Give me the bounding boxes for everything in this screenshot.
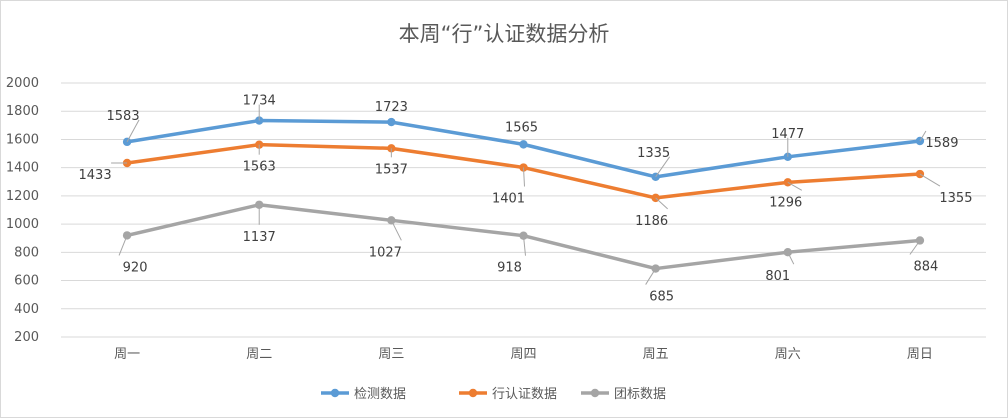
label-leader-line <box>126 119 140 143</box>
data-label: 1565 <box>505 120 538 135</box>
data-label: 1734 <box>243 94 276 109</box>
data-label: 801 <box>765 269 790 284</box>
label-leader-line <box>655 197 668 210</box>
data-point <box>387 117 396 127</box>
y-tick-label: 800 <box>14 245 39 260</box>
legend-label: 检测数据 <box>354 387 406 402</box>
data-label: 1335 <box>637 146 670 161</box>
label-leader-line <box>787 251 795 265</box>
label-leader-line <box>919 173 941 187</box>
x-axis-categories: 周一 周二 周三 周四 周五 周六 周日 <box>114 347 933 362</box>
data-label: 1563 <box>243 160 276 175</box>
data-label: 1296 <box>769 195 802 210</box>
data-label: 1355 <box>939 191 972 206</box>
label-leader-line <box>118 235 128 256</box>
data-label: 1589 <box>925 136 958 151</box>
y-tick-label: 1000 <box>6 217 39 232</box>
data-label: 1401 <box>492 192 525 207</box>
legend-swatch-marker <box>590 388 600 398</box>
y-axis-ticks: 2000 1800 1600 1400 1200 1000 800 600 400 200 <box>6 76 39 345</box>
label-leader-line <box>919 130 927 142</box>
label-leader-line <box>655 156 671 178</box>
label-leader-line <box>390 220 402 241</box>
data-point <box>519 140 528 149</box>
label-leader-line <box>909 240 921 255</box>
gridlines <box>61 82 986 338</box>
data-label: 1027 <box>369 245 402 260</box>
label-leader-line <box>523 167 525 187</box>
legend-label: 团标数据 <box>614 387 666 402</box>
x-category-label: 周四 <box>510 347 536 362</box>
legend-swatch-marker <box>330 388 340 398</box>
label-leader-line <box>523 235 526 256</box>
y-tick-label: 1600 <box>6 132 39 147</box>
data-label: 1583 <box>107 109 140 124</box>
x-category-label: 周一 <box>114 347 140 362</box>
data-label: 920 <box>123 260 148 275</box>
data-label: 1723 <box>375 100 408 115</box>
legend-label: 行认证数据 <box>492 387 557 402</box>
data-label: 884 <box>914 259 939 274</box>
x-category-label: 周日 <box>907 347 933 362</box>
data-point <box>387 216 396 225</box>
legend-swatch-marker <box>468 388 478 398</box>
y-tick-label: 2000 <box>6 76 39 91</box>
x-category-label: 周五 <box>643 347 669 362</box>
data-label: 1186 <box>635 214 668 229</box>
data-label: 918 <box>497 261 522 276</box>
label-leader-line <box>787 181 803 191</box>
data-label: 685 <box>649 290 674 305</box>
y-tick-label: 400 <box>14 302 39 317</box>
legend: 检测数据 行认证数据 团标数据 <box>321 387 666 402</box>
y-tick-label: 200 <box>14 330 39 345</box>
y-tick-label: 1400 <box>6 161 39 176</box>
y-tick-label: 1200 <box>6 189 39 204</box>
data-label: 1433 <box>79 168 112 183</box>
data-label: 1137 <box>243 230 276 245</box>
data-labels: 1583 1734 1723 1565 1335 1477 1589 1433 1563 1537… <box>79 94 973 305</box>
x-category-label: 周二 <box>246 347 272 362</box>
data-label: 1537 <box>375 162 408 177</box>
y-tick-label: 600 <box>14 274 39 289</box>
chart-title: 本周“行”认证数据分析 <box>399 22 610 46</box>
label-leader-line <box>645 268 657 285</box>
data-label: 1477 <box>771 127 804 142</box>
x-category-label: 周三 <box>378 347 404 362</box>
x-category-label: 周六 <box>775 347 801 362</box>
y-tick-label: 1800 <box>6 104 39 119</box>
label-leader-lines <box>111 104 941 285</box>
